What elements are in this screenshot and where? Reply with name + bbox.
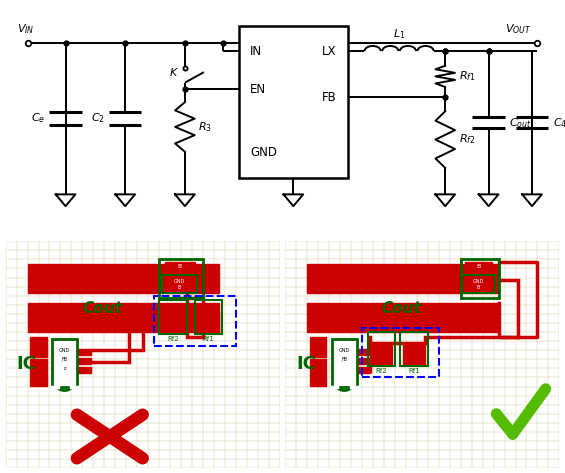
Bar — [28, 264, 219, 293]
FancyBboxPatch shape — [332, 339, 357, 386]
Text: Cout: Cout — [82, 301, 122, 315]
Text: GND
B: GND B — [174, 279, 185, 290]
Bar — [31, 379, 47, 386]
Bar — [164, 278, 195, 291]
Text: Rf1: Rf1 — [203, 336, 214, 342]
Text: $L_1$: $L_1$ — [393, 27, 405, 41]
Text: B: B — [476, 264, 481, 269]
Bar — [162, 312, 184, 323]
Bar — [370, 355, 392, 364]
Bar — [310, 373, 327, 379]
Bar — [357, 367, 370, 373]
Bar — [465, 278, 492, 291]
Text: GND: GND — [250, 146, 277, 159]
Text: FB: FB — [62, 357, 68, 362]
Bar — [198, 312, 219, 323]
Text: FB: FB — [322, 91, 337, 104]
Text: IN: IN — [250, 44, 262, 58]
Bar — [31, 338, 47, 344]
Text: EN: EN — [250, 82, 266, 96]
Bar — [357, 349, 370, 355]
Bar — [31, 366, 47, 372]
FancyBboxPatch shape — [52, 339, 77, 386]
Text: GND: GND — [338, 348, 350, 353]
Bar — [357, 358, 370, 364]
Bar — [31, 351, 47, 358]
Text: $K$: $K$ — [170, 66, 180, 78]
Bar — [164, 262, 195, 271]
Bar — [31, 344, 47, 350]
Text: IC: IC — [16, 355, 37, 373]
Bar — [307, 264, 499, 293]
Text: $C_{out}$: $C_{out}$ — [509, 116, 532, 130]
FancyBboxPatch shape — [239, 26, 347, 177]
Text: LX: LX — [322, 44, 337, 58]
Text: GND: GND — [59, 348, 70, 353]
Bar — [370, 343, 392, 355]
Text: Rf2: Rf2 — [375, 368, 387, 374]
Bar — [31, 359, 47, 366]
Bar — [31, 373, 47, 379]
Bar — [310, 366, 327, 372]
Bar — [310, 344, 327, 350]
Text: Cout: Cout — [381, 301, 421, 315]
Bar — [310, 379, 327, 386]
Text: $V_{OUT}$: $V_{OUT}$ — [505, 23, 532, 36]
Bar — [403, 355, 425, 364]
Text: $R_3$: $R_3$ — [198, 120, 212, 134]
Bar — [28, 303, 219, 332]
Text: Rf2: Rf2 — [167, 336, 179, 342]
Bar — [77, 349, 90, 355]
Text: z: z — [63, 366, 66, 371]
Text: $V_{IN}$: $V_{IN}$ — [17, 23, 34, 36]
Bar — [310, 338, 327, 344]
Bar — [162, 323, 184, 332]
Text: Rf1: Rf1 — [408, 368, 420, 374]
Bar — [465, 262, 492, 271]
Text: $C_2$: $C_2$ — [91, 112, 105, 125]
Text: B: B — [177, 264, 182, 269]
Text: $R_{f1}$: $R_{f1}$ — [459, 70, 476, 83]
Text: IC: IC — [296, 355, 316, 373]
Bar — [77, 358, 90, 364]
Bar — [307, 303, 499, 332]
Text: $R_{f2}$: $R_{f2}$ — [459, 133, 475, 147]
Bar — [77, 367, 90, 373]
Bar — [310, 359, 327, 366]
Text: $C_4$: $C_4$ — [553, 116, 565, 130]
Text: FB: FB — [341, 357, 347, 362]
Bar — [403, 343, 425, 355]
Bar — [310, 351, 327, 358]
Bar — [198, 323, 219, 332]
Text: $C_e$: $C_e$ — [31, 112, 45, 125]
Text: GND
B: GND B — [473, 279, 484, 290]
